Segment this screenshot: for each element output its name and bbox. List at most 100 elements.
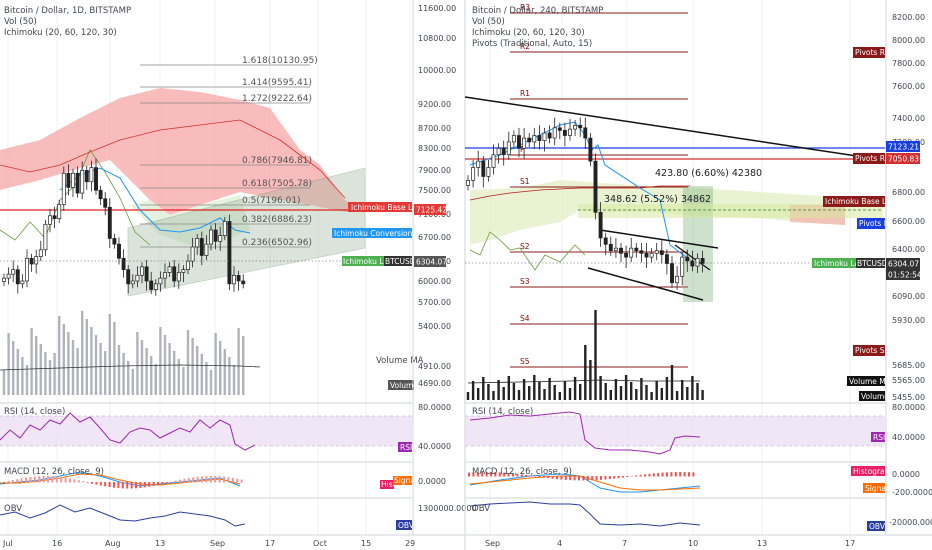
left-candle-body	[61, 172, 66, 205]
right-chart-panel[interactable]: R3 R2 R1 P S1 S2 S3 S4 S5 Bitcoin / Dollar, 240,…	[464, 0, 898, 550]
left-volume-bar	[99, 343, 102, 395]
right-volume-bar	[533, 375, 536, 400]
right-lagging-badge	[812, 258, 856, 268]
right-pivots-p-text: Pivots P	[859, 219, 889, 228]
left-macd-hist-bar	[218, 476, 221, 483]
right-pivot-label: R3	[520, 3, 530, 12]
right-macd-hist-bar	[683, 472, 686, 477]
left-volume-bar	[159, 327, 162, 395]
right-macd-hist-bar	[476, 472, 479, 477]
right-macd-hist-bar	[573, 476, 576, 481]
right-macd-hist-bar	[551, 476, 554, 479]
left-chart-panel[interactable]: 1.618(10130.95) 1.414(9595.41) 1.272(9222.…	[0, 0, 431, 535]
right-time-axis[interactable]: Sep 4 7 10 13 17	[465, 534, 932, 548]
left-last-price-badge	[414, 256, 446, 267]
right-rsi-badge	[871, 432, 885, 442]
left-candle-body	[2, 277, 6, 282]
right-price-axis[interactable]: 8200.008000.007800.007600.007400.007200.…	[885, 0, 932, 535]
left-volume-bar	[21, 357, 24, 395]
right-macd-hist-bar	[472, 472, 475, 477]
left-macd-hist-bar	[187, 478, 190, 483]
right-r1-value-badge	[886, 153, 920, 164]
right-macd-hist-bar	[578, 476, 580, 481]
left-candle-body	[232, 274, 236, 285]
right-volume-bar	[640, 378, 643, 400]
right-price-tick: 6400.00	[892, 245, 925, 254]
left-volume-bar	[228, 357, 231, 395]
right-candle-body	[644, 252, 649, 258]
left-volume-bar	[131, 369, 134, 395]
left-macd-hist-bar	[73, 479, 76, 483]
left-candle-body	[218, 235, 223, 242]
right-pivot-label: S5	[520, 357, 530, 366]
right-pivots-p-badge	[857, 218, 885, 229]
left-rsi-badge-text: RSI	[400, 443, 412, 452]
right-volume-bar	[502, 387, 505, 400]
left-candle-body	[66, 172, 71, 188]
left-candle-body	[153, 283, 158, 290]
left-obv-badge	[396, 520, 412, 530]
left-volume-bar	[81, 311, 84, 395]
right-candle-body	[675, 275, 680, 284]
right-volume-bar	[624, 375, 628, 400]
left-candle-body	[158, 277, 163, 285]
right-volume-bar	[650, 392, 653, 400]
right-macd-hist-bar	[679, 472, 682, 477]
right-price-tick: 7400.00	[892, 114, 925, 123]
left-price-axis[interactable]: 11600.00 10800.00 10000.00 9200.00 8700.00 83…	[412, 0, 477, 535]
left-volume-bar	[209, 370, 213, 395]
right-pivot-label: S1	[520, 177, 530, 186]
right-candle-body	[573, 124, 578, 130]
right-countdown-text: 01:52:54	[888, 271, 922, 280]
right-macd-hist-bar	[538, 476, 541, 478]
left-macd-hist-bar	[130, 482, 133, 489]
left-volume-bar	[76, 348, 79, 395]
left-volume-bar	[196, 346, 199, 395]
left-macd-hist-bar	[16, 479, 19, 483]
right-candle-body	[608, 243, 613, 252]
left-signal-badge	[393, 476, 412, 485]
right-rsi-line	[469, 411, 701, 455]
left-fib-label: 0.618(7505.78)	[242, 179, 312, 189]
left-macd-title: MACD (12, 26, close, 9)	[4, 467, 104, 477]
right-macd-hist-bar	[569, 476, 572, 481]
right-macd-hist-bar	[498, 472, 501, 477]
left-volume-bar	[237, 328, 240, 395]
left-price-tick: 7900.00	[418, 166, 451, 175]
left-macd-hist-bar	[69, 478, 71, 483]
left-candle-body	[126, 269, 131, 285]
left-time-tick: Jul	[2, 539, 13, 548]
left-macd-hist-bar	[3, 482, 5, 483]
left-macd-hist-bar	[113, 482, 115, 488]
left-macd-hist-bar	[192, 477, 195, 483]
right-volume-bar	[609, 390, 612, 400]
right-measure-label-2: 348.62 (5.52%) 34862	[604, 194, 711, 205]
left-volume-badge-text: Volume	[390, 381, 418, 390]
right-volume-bar	[538, 382, 541, 400]
right-macd-hist-bar	[542, 476, 545, 478]
left-macd-hist-bar	[165, 482, 168, 484]
left-candle-body	[167, 266, 172, 273]
right-channel-lower	[587, 267, 704, 301]
right-candle-body	[471, 167, 476, 181]
right-macd-hist-bar	[547, 476, 550, 479]
left-symbol-badge-text: BTCUSD	[385, 257, 416, 266]
left-fibonacci-labels: 1.618(10130.95) 1.414(9595.41) 1.272(9222.…	[242, 56, 318, 248]
left-volume-bar	[16, 349, 19, 395]
left-fib-label: 0.382(6886.23)	[242, 215, 312, 225]
left-hist-badge	[380, 480, 394, 489]
right-candle-body	[598, 211, 603, 239]
left-macd-hist-bar	[38, 476, 41, 483]
left-conversion-badge	[332, 228, 412, 238]
right-volume-bar	[686, 387, 689, 400]
left-time-axis[interactable]: Jul 16 Aug 13 Sep 17 Oct 15 29	[0, 534, 465, 548]
right-price-tick: 7600.00	[892, 82, 925, 91]
right-obv-badge	[867, 521, 885, 531]
right-symbol-text: BTCUSD	[857, 259, 888, 268]
right-candle-body	[634, 247, 639, 252]
right-macd-tick-200: -200.0000	[892, 488, 932, 497]
right-volume-bar	[696, 383, 699, 400]
left-base-line-badge-text: Ichimoku Base Line	[351, 203, 424, 212]
right-volume-bar	[619, 386, 623, 400]
right-histogram-badge	[851, 466, 885, 476]
